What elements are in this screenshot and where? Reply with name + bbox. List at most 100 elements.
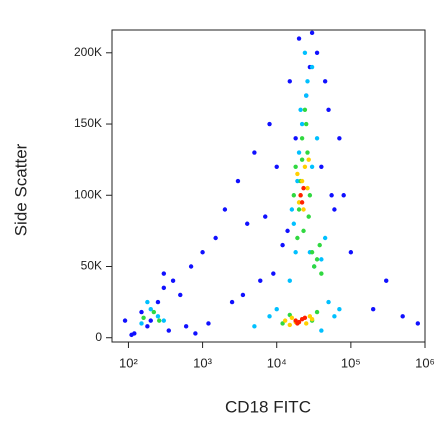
dot bbox=[296, 207, 302, 212]
dot bbox=[301, 207, 306, 212]
dot bbox=[337, 136, 342, 141]
dot bbox=[296, 200, 302, 205]
dot bbox=[178, 292, 183, 298]
dot bbox=[145, 324, 150, 329]
dot bbox=[295, 178, 300, 184]
dot bbox=[274, 307, 279, 312]
dot bbox=[326, 299, 331, 305]
dot bbox=[222, 207, 228, 212]
dot bbox=[188, 264, 194, 269]
dot bbox=[267, 121, 272, 127]
x-axis-title: CD18 FITC bbox=[225, 397, 311, 416]
dot bbox=[370, 307, 376, 312]
dot bbox=[301, 185, 306, 191]
dot bbox=[319, 257, 324, 262]
dot bbox=[304, 121, 309, 127]
dot bbox=[282, 318, 288, 323]
dot bbox=[161, 271, 167, 276]
dot bbox=[309, 164, 315, 169]
dot bbox=[141, 315, 146, 320]
dot bbox=[305, 79, 310, 84]
dot bbox=[289, 315, 295, 320]
dot bbox=[384, 278, 389, 283]
dot bbox=[309, 250, 315, 255]
dot bbox=[311, 264, 317, 269]
dot bbox=[122, 318, 128, 323]
dot bbox=[263, 214, 268, 219]
dot bbox=[291, 221, 297, 226]
dot bbox=[302, 50, 308, 55]
dot bbox=[309, 64, 315, 70]
dot bbox=[296, 150, 302, 155]
dot bbox=[148, 307, 153, 312]
dot bbox=[341, 193, 346, 198]
dot bbox=[332, 207, 337, 212]
dot bbox=[298, 107, 303, 112]
dot bbox=[287, 322, 292, 328]
dot bbox=[415, 321, 421, 326]
dot bbox=[348, 250, 354, 255]
dot bbox=[155, 299, 161, 305]
dot bbox=[293, 164, 298, 169]
dot bbox=[293, 250, 298, 255]
x-tick-label: 10⁴ bbox=[267, 355, 287, 370]
dot bbox=[293, 136, 298, 141]
x-tick-label: 10² bbox=[119, 355, 138, 370]
dot bbox=[400, 314, 405, 319]
dot bbox=[280, 242, 285, 248]
dot bbox=[298, 193, 303, 198]
dot bbox=[295, 171, 300, 177]
dot bbox=[326, 107, 331, 112]
dot bbox=[200, 250, 205, 255]
dot bbox=[306, 214, 311, 219]
dot bbox=[314, 257, 320, 262]
dot bbox=[229, 299, 235, 305]
dot bbox=[139, 321, 144, 326]
dot bbox=[148, 318, 153, 323]
dot bbox=[240, 292, 246, 298]
dot bbox=[306, 157, 311, 162]
dot bbox=[304, 321, 309, 326]
dot bbox=[295, 321, 300, 326]
dot bbox=[302, 315, 308, 320]
dot bbox=[319, 328, 324, 333]
dot bbox=[235, 178, 241, 184]
dot bbox=[245, 221, 250, 226]
dot bbox=[302, 164, 308, 169]
dot bbox=[183, 324, 189, 329]
dot bbox=[129, 332, 134, 338]
dot bbox=[280, 321, 285, 326]
dot bbox=[139, 309, 144, 315]
dot bbox=[305, 185, 310, 191]
dot bbox=[299, 157, 305, 162]
y-tick-label: 200K bbox=[74, 45, 102, 59]
dot bbox=[304, 93, 309, 98]
dot bbox=[287, 79, 292, 84]
dot bbox=[307, 193, 313, 198]
dot bbox=[206, 321, 211, 326]
dot bbox=[305, 150, 310, 155]
dot bbox=[193, 331, 198, 336]
dot bbox=[299, 136, 305, 141]
dot bbox=[252, 150, 257, 155]
dot bbox=[322, 235, 328, 241]
dot bbox=[299, 121, 305, 127]
dot bbox=[161, 285, 167, 291]
dot bbox=[329, 193, 334, 198]
dot bbox=[291, 193, 297, 198]
dot bbox=[337, 307, 342, 312]
y-tick-label: 100K bbox=[74, 187, 102, 201]
dot bbox=[296, 36, 302, 41]
dot bbox=[170, 278, 176, 283]
dot bbox=[267, 314, 272, 319]
dot bbox=[252, 324, 257, 329]
dot bbox=[314, 136, 320, 141]
y-tick-label: 50K bbox=[81, 259, 102, 273]
dot bbox=[302, 107, 308, 112]
dot bbox=[157, 318, 162, 323]
plot-frame bbox=[111, 29, 426, 343]
dot bbox=[309, 317, 315, 322]
x-tick-label: 10⁶ bbox=[415, 355, 435, 370]
dot bbox=[166, 328, 171, 333]
